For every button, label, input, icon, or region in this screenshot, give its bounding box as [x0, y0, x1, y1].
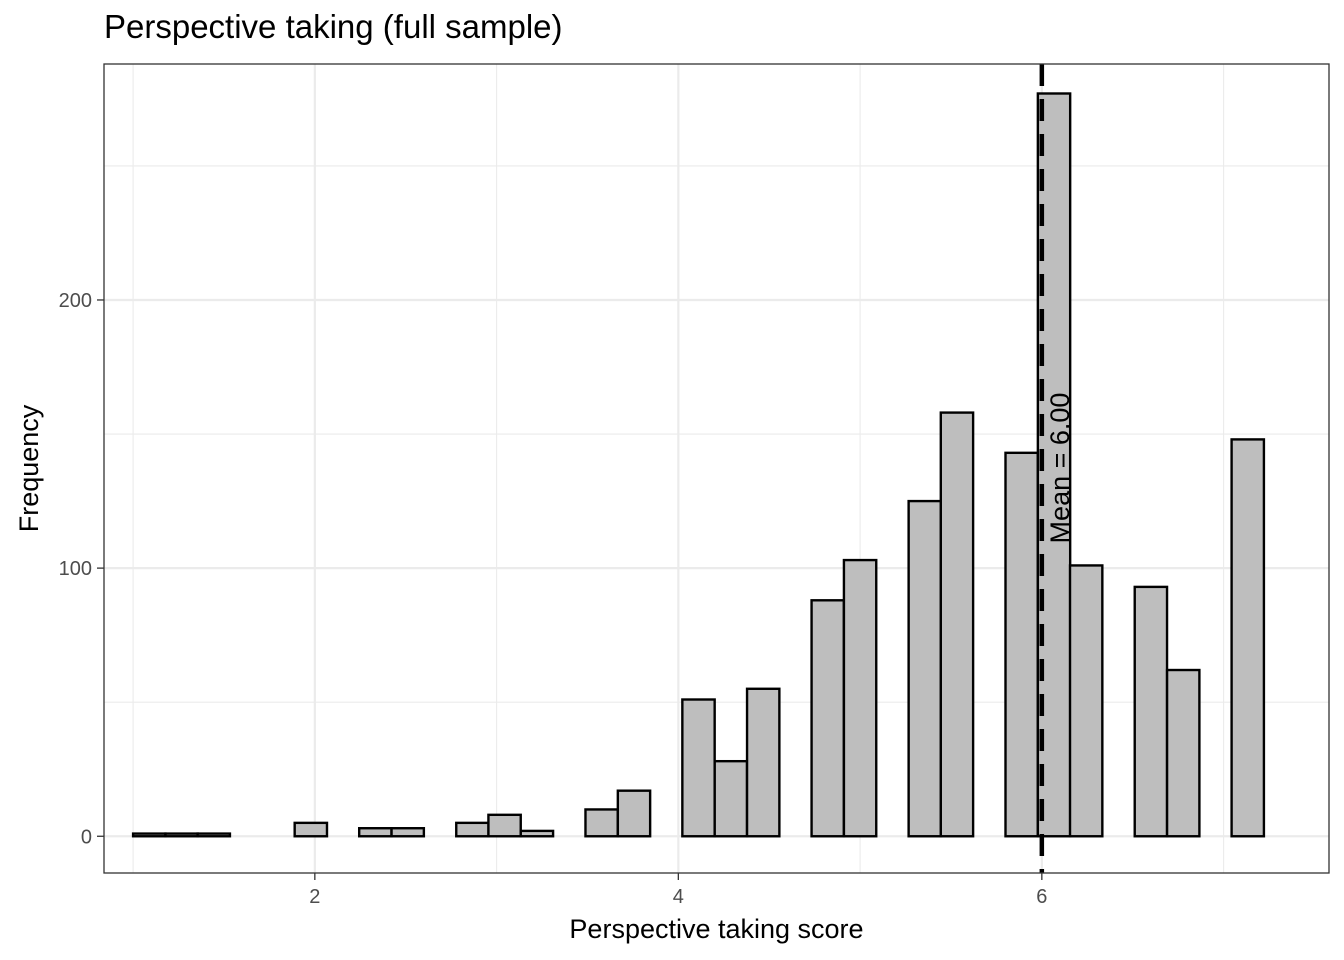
- histogram-bar: [1230, 438, 1266, 838]
- histogram-bar: [1004, 451, 1040, 838]
- histogram-bar: [907, 499, 943, 838]
- histogram-bar: [487, 813, 522, 838]
- histogram-bar: [713, 759, 749, 838]
- histogram-bar: [455, 821, 490, 838]
- histogram-bar: [164, 832, 199, 838]
- x-tick-label: 4: [673, 886, 684, 908]
- histogram-bar: [357, 827, 393, 838]
- x-tick-label: 2: [309, 886, 320, 908]
- histogram-bar: [1133, 585, 1169, 838]
- histogram-bar: [131, 832, 167, 838]
- y-tick-label: 100: [59, 558, 92, 580]
- y-axis-title: Frequency: [14, 404, 44, 532]
- chart-title: Perspective taking (full sample): [104, 8, 563, 45]
- histogram-bar: [842, 558, 878, 838]
- histogram-bar: [810, 599, 846, 838]
- histogram-bar: [293, 821, 329, 838]
- histogram-bar: [681, 698, 716, 838]
- y-tick-label: 0: [81, 826, 92, 848]
- panel-border: [103, 63, 1330, 874]
- histogram-bar: [390, 827, 426, 838]
- histogram-bar: [519, 829, 555, 838]
- histogram-bar: [196, 832, 232, 838]
- histogram-bar: [1165, 668, 1201, 838]
- mean-label: Mean = 6.00: [1045, 393, 1075, 544]
- histogram-bar: [745, 687, 781, 838]
- grid-lines: [104, 64, 1329, 873]
- panel-background: [104, 64, 1329, 873]
- histogram-bar: [939, 411, 975, 838]
- mean-annotation: Mean = 6.00: [1039, 64, 1075, 873]
- y-tick-label: 200: [59, 290, 92, 312]
- axis-ticks: 2 4 6 0 100 200: [59, 290, 1048, 908]
- histogram-bars: [131, 92, 1266, 838]
- histogram-bar: [584, 808, 619, 838]
- x-tick-label: 6: [1036, 886, 1047, 908]
- histogram-bar: [1068, 564, 1104, 838]
- x-axis-title: Perspective taking score: [569, 914, 863, 944]
- histogram-bar: [616, 789, 652, 838]
